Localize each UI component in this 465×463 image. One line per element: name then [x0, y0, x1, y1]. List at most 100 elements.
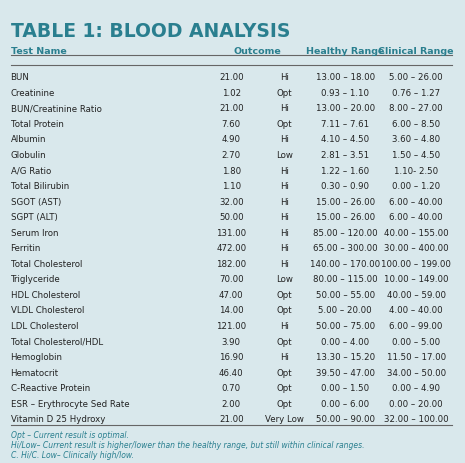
Text: Opt – Current result is optimal.: Opt – Current result is optimal. [11, 431, 128, 439]
Text: 0.00 – 1.50: 0.00 – 1.50 [321, 384, 369, 393]
Text: 32.00 – 100.00: 32.00 – 100.00 [384, 415, 448, 425]
Text: 30.00 – 400.00: 30.00 – 400.00 [384, 244, 448, 253]
Text: Vitamin D 25 Hydroxy: Vitamin D 25 Hydroxy [11, 415, 105, 425]
Text: 1.50 – 4.50: 1.50 – 4.50 [392, 151, 440, 160]
Text: 0.00 – 20.00: 0.00 – 20.00 [389, 400, 443, 409]
Text: 46.40: 46.40 [219, 369, 244, 378]
Text: Clinical Range: Clinical Range [379, 47, 454, 56]
Text: Serum Iron: Serum Iron [11, 229, 58, 238]
Text: Very Low: Very Low [265, 415, 304, 425]
Text: Opt: Opt [276, 89, 292, 98]
Text: Hi: Hi [280, 167, 289, 175]
Text: Outcome: Outcome [234, 47, 282, 56]
Text: Hemoglobin: Hemoglobin [11, 353, 63, 362]
Text: Ferritin: Ferritin [11, 244, 41, 253]
Text: 6.00 – 40.00: 6.00 – 40.00 [389, 213, 443, 222]
Text: Hi: Hi [280, 73, 289, 82]
Text: Opt: Opt [276, 307, 292, 315]
Text: 0.00 – 5.00: 0.00 – 5.00 [392, 338, 440, 347]
Text: 21.00: 21.00 [219, 415, 244, 425]
Text: 13.00 – 20.00: 13.00 – 20.00 [316, 104, 375, 113]
Text: 13.30 – 15.20: 13.30 – 15.20 [316, 353, 375, 362]
Text: Test Name: Test Name [11, 47, 66, 56]
Text: 0.30 – 0.90: 0.30 – 0.90 [321, 182, 369, 191]
Text: 10.00 – 149.00: 10.00 – 149.00 [384, 275, 448, 284]
Text: ESR – Erythrocyte Sed Rate: ESR – Erythrocyte Sed Rate [11, 400, 129, 409]
Text: 6.00 – 40.00: 6.00 – 40.00 [389, 198, 443, 206]
Text: 16.90: 16.90 [219, 353, 244, 362]
Text: 15.00 – 26.00: 15.00 – 26.00 [316, 198, 375, 206]
Text: HDL Cholesterol: HDL Cholesterol [11, 291, 80, 300]
Text: 13.00 – 18.00: 13.00 – 18.00 [316, 73, 375, 82]
Text: 1.10: 1.10 [222, 182, 241, 191]
Text: 140.00 – 170.00: 140.00 – 170.00 [310, 260, 380, 269]
Text: Low: Low [276, 275, 292, 284]
Text: 65.00 – 300.00: 65.00 – 300.00 [313, 244, 378, 253]
Text: 21.00: 21.00 [219, 104, 244, 113]
Text: Triglyceride: Triglyceride [11, 275, 60, 284]
Text: Opt: Opt [276, 400, 292, 409]
Text: Hematocrit: Hematocrit [11, 369, 59, 378]
Text: 3.60 – 4.80: 3.60 – 4.80 [392, 135, 440, 144]
Text: Albumin: Albumin [11, 135, 46, 144]
Text: 15.00 – 26.00: 15.00 – 26.00 [316, 213, 375, 222]
Text: 0.70: 0.70 [222, 384, 241, 393]
Text: Hi: Hi [280, 353, 289, 362]
Text: 7.60: 7.60 [222, 120, 241, 129]
Text: 2.81 – 3.51: 2.81 – 3.51 [321, 151, 369, 160]
Text: Total Cholesterol: Total Cholesterol [11, 260, 82, 269]
Text: TABLE 1: BLOOD ANALYSIS: TABLE 1: BLOOD ANALYSIS [11, 22, 290, 41]
Text: Low: Low [276, 151, 292, 160]
Text: 70.00: 70.00 [219, 275, 244, 284]
Text: A/G Ratio: A/G Ratio [11, 167, 51, 175]
Text: 472.00: 472.00 [216, 244, 246, 253]
Text: 8.00 – 27.00: 8.00 – 27.00 [389, 104, 443, 113]
Text: 5.00 – 26.00: 5.00 – 26.00 [389, 73, 443, 82]
Text: 80.00 – 115.00: 80.00 – 115.00 [313, 275, 378, 284]
Text: Opt: Opt [276, 369, 292, 378]
Text: Healthy Range: Healthy Range [306, 47, 385, 56]
Text: 3.90: 3.90 [222, 338, 241, 347]
Text: Total Cholesterol/HDL: Total Cholesterol/HDL [11, 338, 103, 347]
Text: 39.50 – 47.00: 39.50 – 47.00 [316, 369, 375, 378]
Text: 50.00 – 75.00: 50.00 – 75.00 [316, 322, 375, 331]
Text: Hi: Hi [280, 244, 289, 253]
Text: 4.10 – 4.50: 4.10 – 4.50 [321, 135, 369, 144]
Text: 2.70: 2.70 [222, 151, 241, 160]
Text: 0.00 – 4.90: 0.00 – 4.90 [392, 384, 440, 393]
Text: LDL Cholesterol: LDL Cholesterol [11, 322, 78, 331]
Text: 121.00: 121.00 [216, 322, 246, 331]
Text: 1.80: 1.80 [222, 167, 241, 175]
Text: Hi: Hi [280, 135, 289, 144]
Text: 50.00 – 90.00: 50.00 – 90.00 [316, 415, 375, 425]
Text: BUN/Creatinine Ratio: BUN/Creatinine Ratio [11, 104, 101, 113]
Text: C-Reactive Protein: C-Reactive Protein [11, 384, 90, 393]
Text: 4.00 – 40.00: 4.00 – 40.00 [389, 307, 443, 315]
Text: 47.00: 47.00 [219, 291, 244, 300]
Text: Hi: Hi [280, 322, 289, 331]
Text: 0.00 – 6.00: 0.00 – 6.00 [321, 400, 369, 409]
Text: 100.00 – 199.00: 100.00 – 199.00 [381, 260, 451, 269]
Text: BUN: BUN [11, 73, 29, 82]
Text: 6.00 – 8.50: 6.00 – 8.50 [392, 120, 440, 129]
Text: 0.00 – 1.20: 0.00 – 1.20 [392, 182, 440, 191]
Text: Hi: Hi [280, 104, 289, 113]
Text: 50.00: 50.00 [219, 213, 244, 222]
Text: 0.93 – 1.10: 0.93 – 1.10 [321, 89, 369, 98]
Text: 4.90: 4.90 [222, 135, 241, 144]
Text: 6.00 – 99.00: 6.00 – 99.00 [389, 322, 443, 331]
Text: VLDL Cholesterol: VLDL Cholesterol [11, 307, 84, 315]
Text: 7.11 – 7.61: 7.11 – 7.61 [321, 120, 369, 129]
Text: 32.00: 32.00 [219, 198, 244, 206]
Text: 182.00: 182.00 [216, 260, 246, 269]
Text: Opt: Opt [276, 384, 292, 393]
Text: Opt: Opt [276, 120, 292, 129]
Text: Hi: Hi [280, 229, 289, 238]
Text: 5.00 – 20.00: 5.00 – 20.00 [319, 307, 372, 315]
Text: 131.00: 131.00 [216, 229, 246, 238]
Text: Opt: Opt [276, 291, 292, 300]
Text: Hi: Hi [280, 198, 289, 206]
Text: 40.00 – 59.00: 40.00 – 59.00 [386, 291, 445, 300]
Text: 0.00 – 4.00: 0.00 – 4.00 [321, 338, 369, 347]
Text: 85.00 – 120.00: 85.00 – 120.00 [313, 229, 378, 238]
